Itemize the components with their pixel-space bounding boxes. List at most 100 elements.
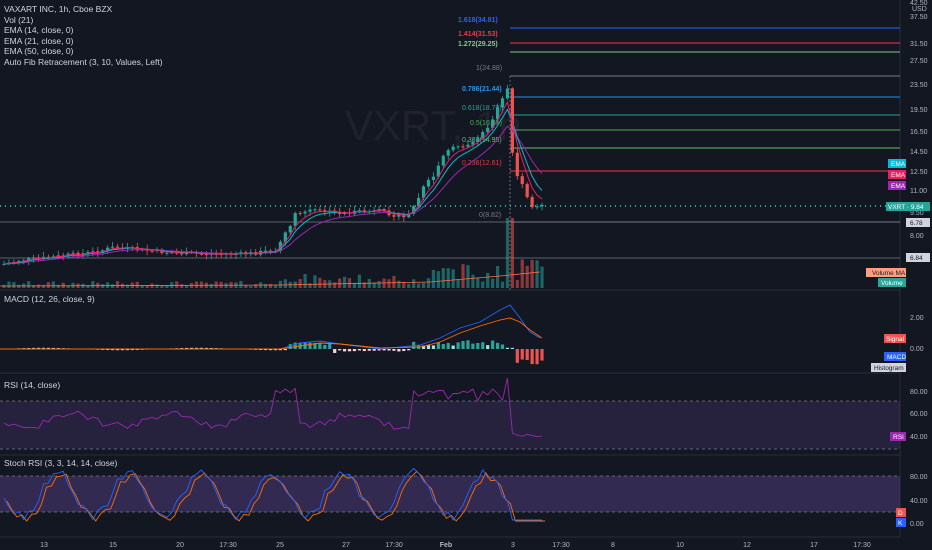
macd-pane-title[interactable]: MACD (12, 26, close, 9)	[4, 294, 95, 304]
macd-histogram-bar	[431, 345, 436, 349]
volume-bar	[254, 284, 258, 288]
volume-bar	[313, 275, 317, 288]
volume-bar	[165, 285, 169, 288]
volume-bar	[115, 281, 120, 288]
macd-histogram-bar	[288, 344, 292, 349]
macd-histogram-bar	[392, 349, 396, 351]
legend-volume[interactable]: Vol (21)	[4, 14, 34, 25]
candle-body	[32, 257, 36, 259]
time-tick: 8	[611, 542, 615, 549]
legend-fib[interactable]: Auto Fib Retracement (3, 10, Values, Lef…	[4, 56, 163, 67]
stoch-tick: 0.00	[910, 521, 924, 528]
macd-histogram-bar	[278, 349, 283, 351]
candle-body	[56, 255, 60, 257]
price-axis[interactable]: USD 42.50 37.50 31.50 27.50 23.50 19.50 …	[866, 0, 930, 287]
candle-body	[303, 211, 307, 214]
stoch-pane-title[interactable]: Stoch RSI (3, 3, 14, 14, close)	[4, 458, 118, 468]
volume-bar	[51, 281, 55, 288]
volume-bar	[61, 282, 65, 288]
macd-histogram-bar	[357, 349, 361, 351]
macd-histogram-bar	[101, 349, 105, 350]
price-tick: 31.50	[910, 41, 928, 48]
fib-level-label: 0(8.82)	[479, 212, 501, 219]
volume-bar	[402, 281, 406, 288]
candle-body	[323, 210, 327, 212]
macd-histogram-bar	[303, 342, 307, 349]
legend-ema50[interactable]: EMA (50, close, 0)	[4, 46, 74, 56]
volume-bar	[249, 285, 253, 288]
legend-symbol-title[interactable]: VAXART INC, 1h, Cboe BZX	[4, 4, 113, 14]
time-tick: 17:30	[385, 542, 403, 549]
volume-bar	[27, 281, 31, 288]
volume-tag	[878, 278, 906, 287]
macd-tick: 2.00	[910, 315, 924, 322]
pane-separators	[0, 0, 901, 538]
candle-body	[491, 119, 495, 128]
fib-level-label: 1.272(29.25)	[458, 41, 498, 48]
price-tag-text: VXRT · 9.84	[888, 204, 924, 211]
volume-bar	[180, 284, 184, 288]
candle-body	[412, 206, 416, 214]
candle-body	[441, 155, 445, 166]
macd-histogram-bar	[293, 342, 297, 349]
candle-body	[466, 144, 470, 147]
candle-body	[540, 204, 544, 207]
volume-bar	[461, 264, 465, 288]
volume-bar	[481, 281, 485, 288]
volume-bar	[500, 281, 505, 288]
volume-bar	[239, 281, 243, 288]
volume-bar	[441, 268, 445, 288]
macd-histogram-bar	[110, 349, 115, 351]
histogram-tag	[871, 363, 906, 372]
volume-tag-text: Volume	[881, 280, 903, 287]
fib-retracement[interactable]: 1.618(34.81) 1.414(31.53) 1.272(29.25) 1(24…	[0, 17, 900, 259]
chart-legend: VAXART INC, 1h, Cboe BZX Vol (21) EMA (1…	[4, 4, 163, 67]
macd-histogram-bar	[125, 349, 129, 351]
volume-bar	[417, 283, 421, 288]
macd-histogram-bar	[338, 349, 342, 351]
candle-body	[525, 184, 529, 198]
volume-bar	[140, 285, 144, 288]
stoch-axis: 80.00 40.00 0.00 D K	[896, 474, 928, 528]
candle-body	[298, 213, 302, 215]
volume-bar	[278, 280, 283, 288]
volume-bar	[12, 282, 16, 288]
candle-body	[421, 186, 426, 198]
stoch-d-tag-text: D	[898, 510, 903, 517]
legend-ema14[interactable]: EMA (14, close, 0)	[4, 25, 74, 35]
candle-body	[91, 251, 95, 253]
volume-bar	[466, 265, 470, 288]
macd-histogram-bar	[283, 349, 287, 351]
candle-body	[115, 246, 120, 248]
rsi-tick: 40.00	[910, 434, 928, 441]
volume-ma-line	[0, 271, 541, 287]
rsi-pane-title[interactable]: RSI (14, close)	[4, 380, 61, 390]
candle-body	[110, 246, 115, 248]
stoch-tick: 80.00	[910, 474, 928, 481]
volume-bar	[110, 284, 115, 288]
legend-ema21[interactable]: EMA (21, close, 0)	[4, 35, 74, 46]
volume-bar	[377, 281, 381, 288]
macd-histogram-bar	[115, 349, 120, 351]
candle-body	[505, 88, 510, 99]
low2-tag-text: 6.84	[910, 255, 923, 262]
volume-bar	[372, 282, 376, 288]
macd-histogram-bar	[530, 349, 534, 365]
macd-histogram-bar	[520, 349, 524, 360]
signal-tag	[884, 334, 906, 343]
fib-level-label: 0.5(16.85)	[470, 120, 502, 127]
macd-pane[interactable]	[0, 304, 544, 365]
candle-body	[417, 197, 421, 207]
macd-histogram-bar	[407, 349, 411, 351]
time-axis[interactable]: 13 15 20 17:30 25 27 17:30 Feb 3 17:30 8…	[40, 542, 871, 549]
macd-histogram-bar	[209, 347, 213, 349]
macd-histogram-bar	[352, 349, 357, 352]
stoch-k-tag-text: K	[898, 520, 903, 527]
candle-body	[431, 176, 436, 180]
volume-bar	[36, 284, 41, 288]
macd-histogram-bar	[476, 342, 480, 349]
macd-histogram-bar	[446, 342, 450, 349]
candle-body	[392, 215, 396, 217]
volume-bar	[338, 278, 342, 288]
